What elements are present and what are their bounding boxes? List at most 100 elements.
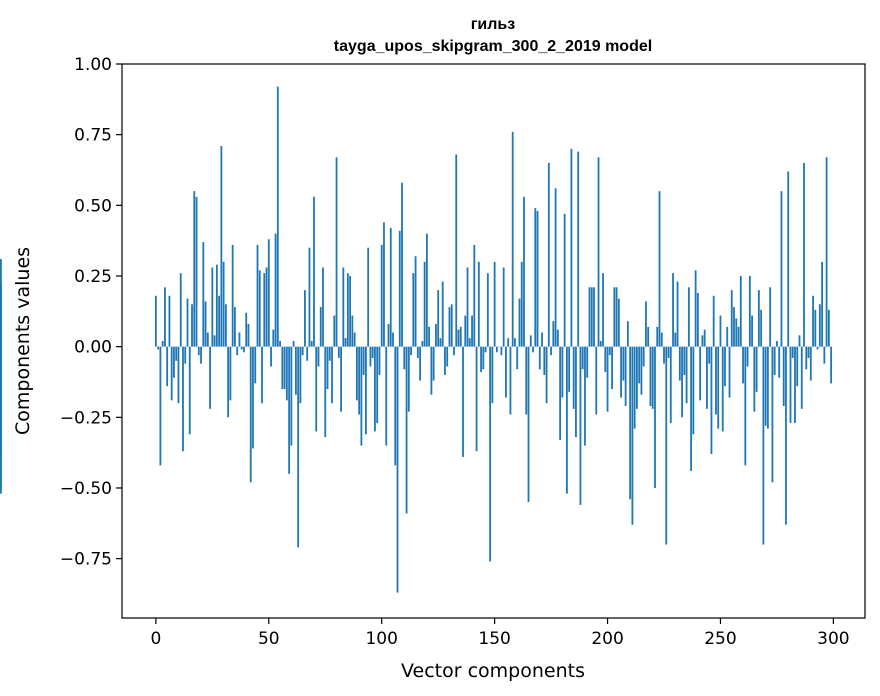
- bar-component-103: [387, 324, 390, 347]
- y-tick-label: 1.00: [74, 55, 112, 75]
- bar-component-93: [365, 346, 367, 435]
- bar-component-272: [769, 287, 772, 347]
- bar-component-116: [416, 346, 419, 358]
- bar-component-265: [753, 346, 756, 412]
- bar-component-41: [247, 324, 250, 347]
- bar-component-107: [396, 346, 399, 593]
- bar-component-145: [482, 346, 485, 370]
- chart-title: гильз: [471, 16, 516, 33]
- bar-component-64: [299, 346, 302, 404]
- bar-component-100: [380, 244, 383, 347]
- bar-component-91: [360, 346, 363, 446]
- bar-component-185: [572, 346, 575, 409]
- bar-component-186: [575, 346, 577, 438]
- bar-component-99: [378, 346, 381, 375]
- bar-component-74: [322, 267, 324, 347]
- bar-component-18: [195, 196, 198, 347]
- bar-component-174: [547, 162, 550, 347]
- bar-component-16: [191, 304, 193, 347]
- bar-component-136: [462, 346, 464, 457]
- bar-component-150: [493, 261, 496, 347]
- bar-component-128: [444, 346, 446, 375]
- bar-component-56: [281, 346, 284, 390]
- bar-component-53: [274, 233, 277, 347]
- bar-component-114: [412, 273, 415, 347]
- bar-component-200: [606, 346, 609, 412]
- bar-component-131: [450, 304, 453, 347]
- bar-component-216: [642, 346, 645, 367]
- bar-component-238: [692, 346, 695, 435]
- bar-component-142: [475, 346, 478, 452]
- y-tick-label: 0.50: [74, 196, 112, 216]
- bar-component-36: [236, 346, 239, 356]
- bar-component-140: [471, 315, 473, 347]
- bar-component-233: [681, 346, 683, 418]
- bar-component-263: [748, 275, 751, 347]
- bar-component-153: [500, 346, 503, 356]
- bar-component-171: [541, 332, 543, 347]
- bar-component-228: [669, 346, 672, 423]
- bar-component-273: [771, 346, 774, 483]
- bar-component-264: [751, 315, 753, 347]
- bar-component-105: [392, 332, 394, 347]
- bar-component-70: [313, 196, 315, 347]
- bar-component-7: [170, 346, 173, 401]
- bar-component-59: [288, 346, 291, 474]
- bar-component-98: [376, 346, 379, 423]
- bar-component-75: [324, 346, 327, 438]
- bar-component-225: [663, 346, 665, 364]
- bar-component-60: [290, 346, 293, 446]
- bar-component-10: [177, 346, 180, 404]
- bar-component-189: [581, 346, 584, 370]
- bar-component-177: [554, 188, 557, 347]
- bar-component-57: [283, 346, 286, 390]
- bar-component-194: [593, 287, 595, 347]
- bar-component-271: [766, 346, 769, 429]
- bar-component-287: [803, 162, 805, 347]
- bar-component-252: [724, 346, 726, 387]
- bar-component-282: [791, 346, 794, 358]
- bar-component-5: [166, 346, 169, 387]
- bar-component-9: [175, 346, 178, 361]
- bar-component-183: [568, 346, 571, 392]
- bar-component-33: [229, 346, 232, 401]
- bar-component-89: [355, 346, 358, 401]
- bar-component-68: [308, 247, 311, 347]
- bar-component-130: [448, 307, 451, 347]
- bar-component-102: [385, 346, 388, 446]
- bar-component-259: [739, 275, 742, 347]
- bar-component-8: [173, 346, 175, 378]
- bar-component-299: [830, 346, 833, 384]
- bar-component-72: [317, 346, 320, 367]
- bar-component-241: [699, 346, 702, 401]
- bar-component-95: [369, 346, 372, 367]
- bar-component-40: [245, 312, 248, 347]
- bar-component-258: [737, 326, 740, 347]
- bar-component-198: [602, 273, 604, 347]
- bar-component-170: [538, 346, 541, 370]
- bar-component-6: [168, 295, 171, 347]
- bar-component-270: [764, 346, 767, 426]
- x-tick-label: 50: [258, 629, 280, 649]
- bar-component-83: [342, 267, 345, 347]
- bar-component-86: [349, 275, 351, 347]
- bar-component-291: [812, 295, 814, 347]
- bar-component-274: [773, 346, 776, 375]
- bar-component-61: [292, 341, 295, 347]
- bar-component-112: [407, 346, 410, 412]
- x-axis-ticks: 0 50 100 150 200 250 300: [150, 618, 850, 649]
- bar-component-176: [552, 321, 555, 347]
- bar-component-249: [717, 346, 720, 429]
- bar-component-46: [258, 270, 261, 347]
- bar-component-50: [267, 239, 270, 347]
- bar-component-227: [667, 346, 670, 358]
- bar-component-213: [636, 346, 638, 409]
- bar-component-261: [744, 346, 747, 466]
- bar-component-209: [626, 321, 629, 347]
- bar-component-94: [367, 247, 370, 347]
- bar-component-147: [486, 273, 489, 347]
- bar-component-111: [405, 346, 408, 514]
- bar-component-288: [805, 346, 808, 370]
- bar-component-151: [495, 346, 498, 353]
